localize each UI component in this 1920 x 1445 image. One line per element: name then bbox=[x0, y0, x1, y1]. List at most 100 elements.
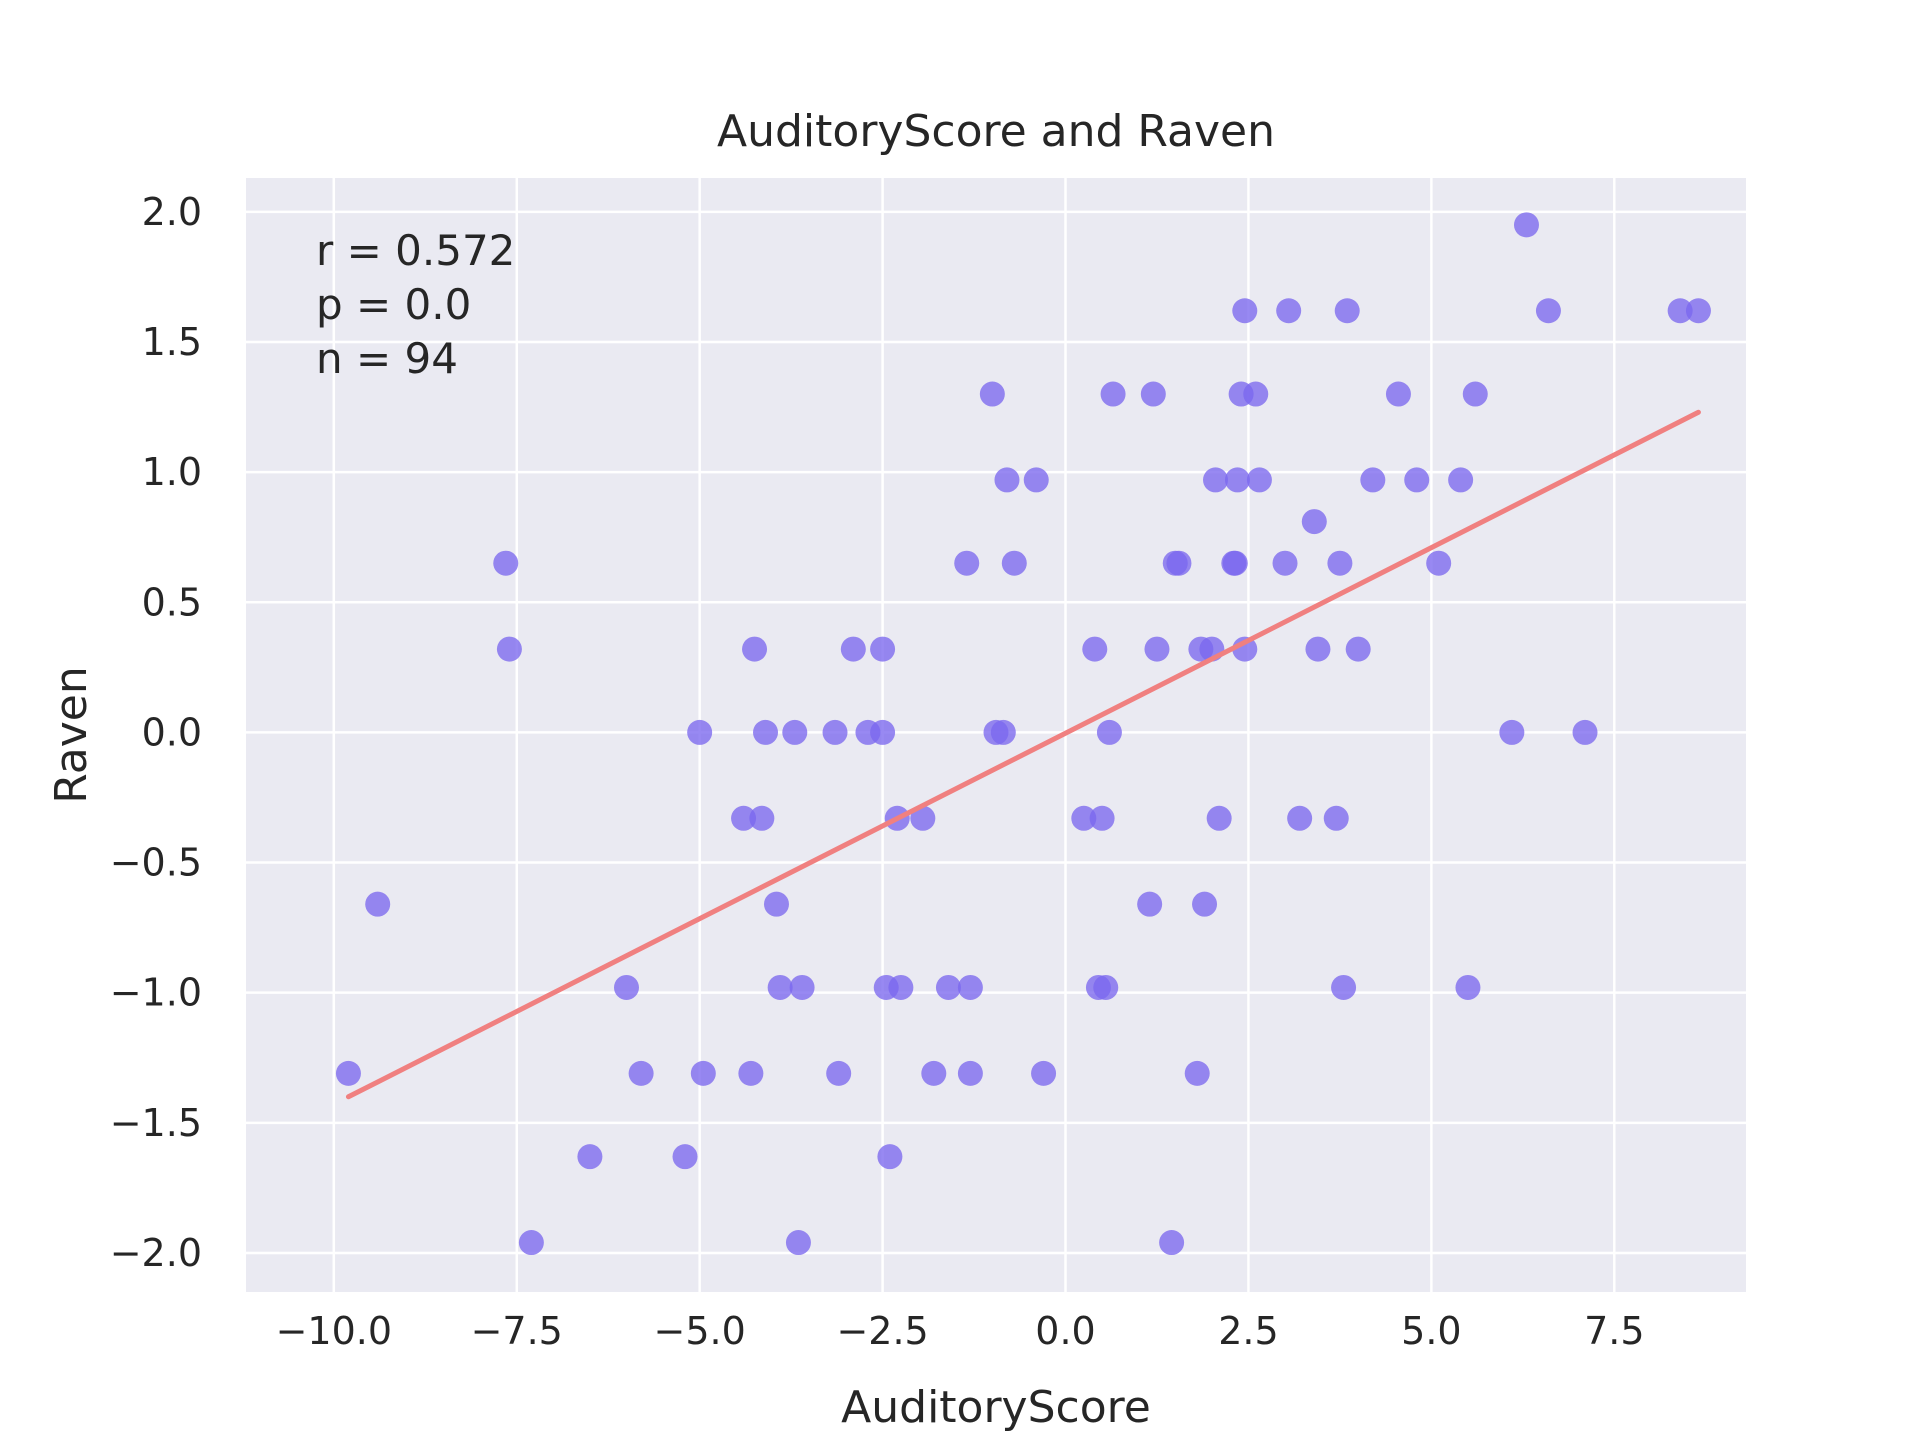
data-point bbox=[496, 636, 522, 662]
data-point bbox=[335, 1060, 361, 1086]
data-point bbox=[1323, 805, 1349, 831]
data-point bbox=[493, 550, 519, 576]
x-tick-label: 7.5 bbox=[1584, 1309, 1644, 1353]
grid bbox=[246, 178, 1746, 1292]
data-point bbox=[1001, 550, 1027, 576]
y-tick-label: 0.0 bbox=[142, 710, 202, 754]
data-point bbox=[1222, 550, 1248, 576]
x-tick-label: 0.0 bbox=[1035, 1309, 1095, 1353]
y-tick-label: 2.0 bbox=[142, 190, 202, 234]
data-point bbox=[767, 974, 793, 1000]
data-point bbox=[753, 719, 779, 745]
data-point bbox=[365, 891, 391, 917]
x-tick-label: 5.0 bbox=[1401, 1309, 1461, 1353]
data-point bbox=[1243, 381, 1269, 407]
y-axis-label: Raven bbox=[46, 666, 97, 804]
data-point bbox=[1287, 805, 1313, 831]
data-point bbox=[628, 1060, 654, 1086]
data-point bbox=[1513, 212, 1539, 238]
data-point bbox=[1345, 636, 1371, 662]
data-point bbox=[822, 719, 848, 745]
data-point bbox=[1327, 550, 1353, 576]
data-point bbox=[1276, 298, 1302, 324]
data-point bbox=[782, 719, 808, 745]
data-point bbox=[1184, 1060, 1210, 1086]
data-point bbox=[1572, 719, 1598, 745]
y-tick-label: 0.5 bbox=[142, 580, 202, 624]
data-point bbox=[1685, 298, 1711, 324]
stats-annotation-line: p = 0.0 bbox=[316, 280, 471, 329]
data-point bbox=[577, 1144, 603, 1170]
data-point bbox=[672, 1144, 698, 1170]
stats-annotation-line: n = 94 bbox=[316, 334, 458, 383]
data-point bbox=[1331, 974, 1357, 1000]
data-point bbox=[1360, 467, 1386, 493]
data-point bbox=[613, 974, 639, 1000]
data-point bbox=[1305, 636, 1331, 662]
data-point bbox=[888, 974, 914, 1000]
data-point bbox=[749, 805, 775, 831]
data-point bbox=[1455, 974, 1481, 1000]
data-point bbox=[785, 1230, 811, 1256]
x-axis-label: AuditoryScore bbox=[841, 1382, 1151, 1433]
data-point bbox=[1667, 298, 1693, 324]
x-tick-label: −10.0 bbox=[276, 1309, 392, 1353]
data-point bbox=[742, 636, 768, 662]
data-point bbox=[1334, 298, 1360, 324]
data-point bbox=[1159, 1230, 1185, 1256]
x-tick-label: −2.5 bbox=[836, 1309, 928, 1353]
y-tick-label: −0.5 bbox=[110, 841, 202, 885]
regression-line bbox=[345, 409, 1701, 1100]
data-point bbox=[1246, 467, 1272, 493]
data-point bbox=[870, 636, 896, 662]
data-point bbox=[1082, 636, 1108, 662]
data-point bbox=[910, 805, 936, 831]
data-point bbox=[870, 719, 896, 745]
data-point bbox=[731, 805, 757, 831]
y-tick-label: 1.0 bbox=[142, 450, 202, 494]
data-point bbox=[518, 1230, 544, 1256]
data-point bbox=[1448, 467, 1474, 493]
data-point bbox=[840, 636, 866, 662]
data-point bbox=[1144, 636, 1170, 662]
data-point bbox=[1272, 550, 1298, 576]
data-point bbox=[1426, 550, 1452, 576]
data-point bbox=[1499, 719, 1525, 745]
data-point bbox=[1089, 805, 1115, 831]
data-point bbox=[1166, 550, 1192, 576]
tick-labels: −10.0 −7.5 −5.0 −2.5 0.0 2.5 5.0 7.5 2.0 1.5 1.0 0.… bbox=[110, 190, 1645, 1353]
data-point bbox=[1192, 891, 1218, 917]
data-point bbox=[1224, 467, 1250, 493]
data-point bbox=[1385, 381, 1411, 407]
chart-title: AuditoryScore and Raven bbox=[717, 106, 1275, 157]
stats-annotation-line: r = 0.572 bbox=[316, 226, 515, 275]
data-point bbox=[954, 550, 980, 576]
y-tick-label: −1.0 bbox=[110, 971, 202, 1015]
x-tick-label: 2.5 bbox=[1218, 1309, 1278, 1353]
data-point bbox=[1301, 509, 1327, 535]
data-point bbox=[826, 1060, 852, 1086]
data-point bbox=[1093, 974, 1119, 1000]
data-point bbox=[1023, 467, 1049, 493]
data-point bbox=[1071, 805, 1097, 831]
y-tick-label: 1.5 bbox=[142, 320, 202, 364]
data-point bbox=[1462, 381, 1488, 407]
x-tick-label: −7.5 bbox=[471, 1309, 563, 1353]
data-point bbox=[1232, 298, 1258, 324]
data-point bbox=[957, 974, 983, 1000]
data-point bbox=[1203, 467, 1229, 493]
data-point bbox=[1096, 719, 1122, 745]
data-point bbox=[687, 719, 713, 745]
data-point bbox=[877, 1144, 903, 1170]
data-point bbox=[1206, 805, 1232, 831]
data-point bbox=[979, 381, 1005, 407]
data-point bbox=[990, 719, 1016, 745]
data-point bbox=[1137, 891, 1163, 917]
data-point bbox=[994, 467, 1020, 493]
y-tick-label: −1.5 bbox=[110, 1101, 202, 1145]
data-point bbox=[1535, 298, 1561, 324]
data-point bbox=[1100, 381, 1126, 407]
data-point bbox=[1031, 1060, 1057, 1086]
